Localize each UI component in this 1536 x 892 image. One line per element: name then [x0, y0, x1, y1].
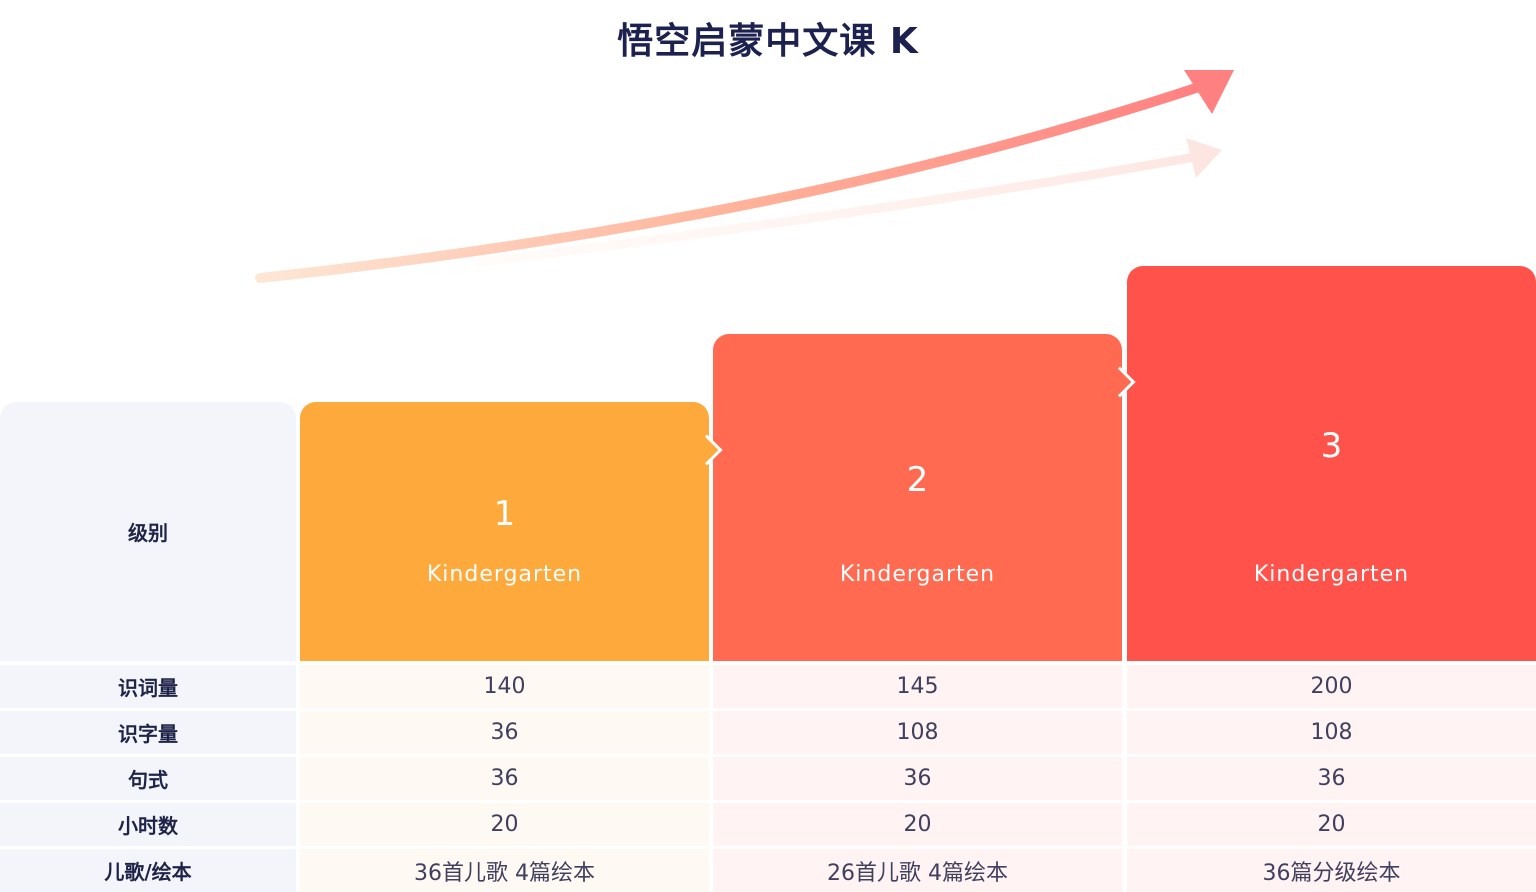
cell-level-1: 140 [300, 665, 709, 708]
page-title: 悟空启蒙中文课 K [617, 21, 919, 62]
level-number: 1 [493, 494, 516, 534]
level-number: 2 [906, 460, 929, 500]
row-label: 识字量 [0, 711, 296, 754]
level-name: Kindergarten [426, 562, 583, 587]
cell-level-3: 20 [1127, 803, 1536, 846]
cell-level-3: 108 [1127, 711, 1536, 754]
row-label: 小时数 [0, 803, 296, 846]
cell-level-2: 108 [713, 711, 1122, 754]
cell-level-2: 36 [713, 757, 1122, 800]
cell-level-3: 36 [1127, 757, 1536, 800]
level-header-label: 级别 [0, 402, 296, 661]
cell-level-3: 200 [1127, 665, 1536, 708]
row-label: 句式 [0, 757, 296, 800]
cell-level-3: 36篇分级绘本 [1127, 849, 1536, 892]
level-number: 3 [1320, 426, 1343, 466]
row-label: 识词量 [0, 665, 296, 708]
cell-level-2: 20 [713, 803, 1122, 846]
level-name: Kindergarten [1253, 562, 1410, 587]
main-arrow [255, 70, 1234, 283]
table-row: 识字量 36 108 108 [0, 711, 1536, 754]
faint-arrow [475, 138, 1222, 267]
level-card-2: 2 Kindergarten [713, 334, 1122, 661]
level-card-3: 3 Kindergarten [1127, 266, 1536, 661]
cell-level-1: 36 [300, 757, 709, 800]
row-label: 儿歌/绘本 [0, 849, 296, 892]
cell-level-1: 20 [300, 803, 709, 846]
level-card-1: 1 Kindergarten [300, 402, 709, 661]
cell-level-2: 145 [713, 665, 1122, 708]
cell-level-2: 26首儿歌 4篇绘本 [713, 849, 1122, 892]
cell-level-1: 36首儿歌 4篇绘本 [300, 849, 709, 892]
table-row: 儿歌/绘本 36首儿歌 4篇绘本 26首儿歌 4篇绘本 36篇分级绘本 [0, 849, 1536, 892]
table-row: 识词量 140 145 200 [0, 665, 1536, 708]
table-row: 小时数 20 20 20 [0, 803, 1536, 846]
cell-level-1: 36 [300, 711, 709, 754]
table-row: 句式 36 36 36 [0, 757, 1536, 800]
level-name: Kindergarten [839, 562, 996, 587]
growth-arrows [255, 70, 1234, 283]
